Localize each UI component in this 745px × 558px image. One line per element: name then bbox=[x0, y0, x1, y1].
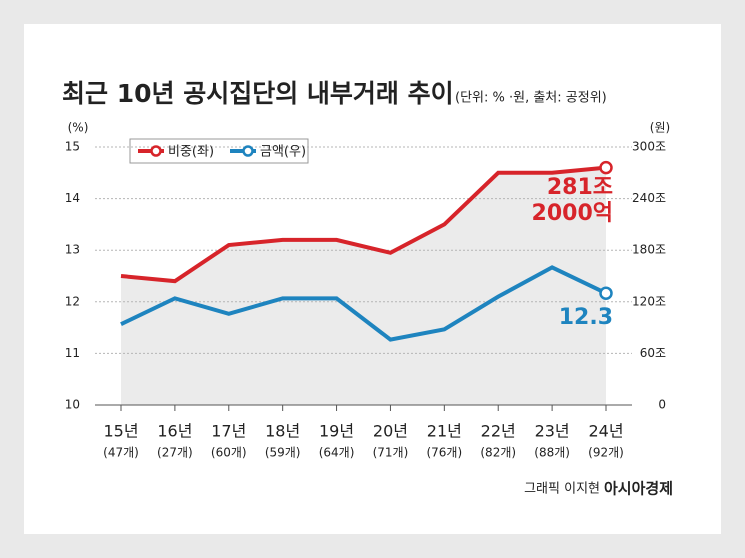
credit: 그래픽 이지현 bbox=[524, 482, 600, 497]
annotation: 2000억 bbox=[532, 201, 613, 226]
x-tick-sublabel: (47개) bbox=[103, 446, 139, 460]
legend-label: 비중(좌) bbox=[168, 145, 214, 160]
x-tick-sublabel: (82개) bbox=[480, 446, 516, 460]
x-tick-sublabel: (27개) bbox=[157, 446, 193, 460]
x-tick-label: 23년 bbox=[535, 422, 570, 441]
y-tick-label: 11 bbox=[65, 346, 80, 360]
legend-swatch-marker bbox=[242, 145, 254, 157]
x-tick-sublabel: (59개) bbox=[265, 446, 301, 460]
y2-tick-label: 240조 bbox=[632, 191, 666, 205]
y-tick-label: 12 bbox=[65, 294, 80, 308]
x-tick-label: 19년 bbox=[319, 422, 354, 441]
y2-tick-label: 300조 bbox=[632, 140, 666, 154]
x-tick-sublabel: (60개) bbox=[211, 446, 247, 460]
y-tick-label: 10 bbox=[65, 398, 80, 412]
y2-unit: (원) bbox=[650, 121, 670, 135]
x-tick-sublabel: (88개) bbox=[534, 446, 570, 460]
y-tick-label: 15 bbox=[65, 140, 80, 154]
x-tick-label: 15년 bbox=[103, 422, 138, 441]
y2-tick-label: 60조 bbox=[640, 346, 666, 360]
line bbox=[120, 165, 607, 284]
chart-title: 최근 10년 공시집단의 내부거래 추이 bbox=[62, 79, 454, 108]
annotation: 281조 bbox=[547, 175, 613, 200]
y2-tick-label: 180조 bbox=[632, 243, 666, 257]
y2-tick-label: 120조 bbox=[632, 294, 666, 308]
end-marker bbox=[599, 160, 613, 175]
line bbox=[120, 265, 607, 342]
annotation: 12.3 bbox=[559, 305, 613, 330]
x-tick-sublabel: (71개) bbox=[373, 446, 409, 460]
x-tick-label: 20년 bbox=[373, 422, 408, 441]
area bbox=[121, 167, 606, 405]
y-unit: (%) bbox=[68, 121, 89, 135]
x-tick-sublabel: (64개) bbox=[319, 446, 355, 460]
x-tick-label: 18년 bbox=[265, 422, 300, 441]
legend-label: 금액(우) bbox=[260, 145, 306, 160]
legend-swatch-marker bbox=[150, 145, 162, 157]
y2-tick-label: 0 bbox=[658, 398, 666, 412]
x-tick-label: 16년 bbox=[157, 422, 192, 441]
chart-subtitle: (단위: % ·원, 출처: 공정위) bbox=[455, 91, 607, 106]
x-tick-sublabel: (92개) bbox=[588, 446, 624, 460]
x-tick-label: 17년 bbox=[211, 422, 246, 441]
y-tick-label: 14 bbox=[65, 191, 80, 205]
end-marker bbox=[599, 286, 613, 300]
x-tick-label: 22년 bbox=[481, 422, 516, 441]
brand: 아시아경제 bbox=[604, 480, 673, 498]
y-tick-label: 13 bbox=[65, 243, 80, 257]
x-tick-label: 21년 bbox=[427, 422, 462, 441]
x-tick-label: 24년 bbox=[588, 422, 623, 441]
x-tick-sublabel: (76개) bbox=[426, 446, 462, 460]
